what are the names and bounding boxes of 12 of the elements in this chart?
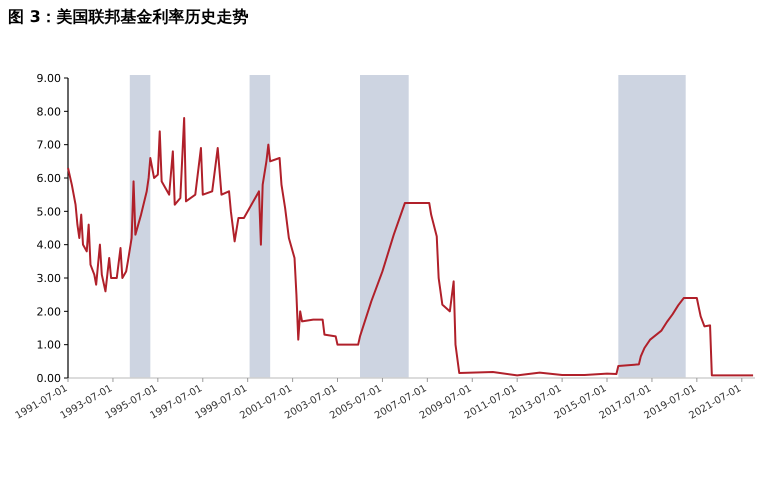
y-tick-label: 2.00: [36, 305, 61, 318]
line-series: [67, 117, 754, 376]
y-tick-label: 7.00: [36, 138, 61, 152]
y-tick-label: 0.00: [36, 372, 61, 385]
y-tick-label: 1.00: [36, 338, 61, 352]
y-tick-label: 3.00: [36, 272, 61, 285]
y-tick-label: 4.00: [36, 238, 61, 252]
chart-title: 图 3：美国联邦基金利率历史走势: [8, 7, 249, 26]
y-tick-label: 5.00: [36, 205, 61, 218]
y-tick-label: 8.00: [36, 105, 61, 118]
y-tick-label: 9.00: [36, 72, 61, 85]
y-tick-label: 6.00: [36, 172, 61, 185]
